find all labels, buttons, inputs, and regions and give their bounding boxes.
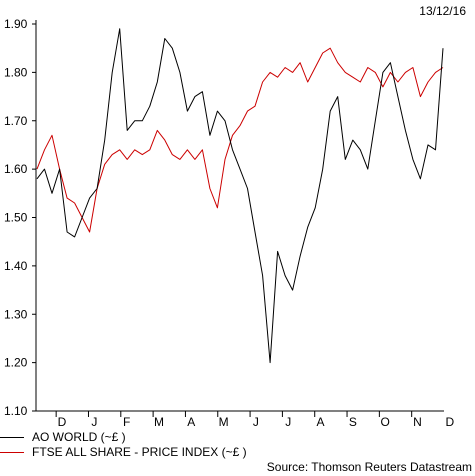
- legend-item-ftse: FTSE ALL SHARE - PRICE INDEX (~£ ): [0, 445, 247, 459]
- x-tick-label: M: [154, 415, 164, 429]
- x-tick-label: M: [219, 415, 229, 429]
- y-tick-label: 1.50: [4, 211, 28, 225]
- x-tick-label: D: [58, 415, 67, 429]
- series-layer: [36, 28, 444, 364]
- y-tick-label: 1.40: [4, 259, 28, 273]
- x-tick-label: A: [187, 415, 195, 429]
- y-tick-label: 1.80: [4, 65, 28, 79]
- plot-frame: [35, 20, 444, 412]
- x-tick-label: N: [413, 415, 422, 429]
- source-note: Source: Thomson Reuters Datastream: [266, 460, 472, 474]
- legend-label-ftse: FTSE ALL SHARE - PRICE INDEX (~£ ): [32, 445, 247, 459]
- y-tick-label: 1.70: [4, 114, 28, 128]
- x-tick-label: J: [91, 415, 97, 429]
- y-tick-label: 1.20: [4, 356, 28, 370]
- y-tick-label: 1.10: [4, 404, 28, 418]
- legend-swatch-red: [0, 451, 24, 453]
- line-chart: 1.90 1.80 1.70 1.60 1.50 1.40 1.30 1.20 1.10 D J F…: [4, 17, 455, 429]
- x-tick-label: J: [253, 415, 259, 429]
- x-tick-label: O: [381, 415, 390, 429]
- x-tick-label: F: [123, 415, 130, 429]
- series-line-ao-world: [36, 28, 444, 364]
- y-tick-label: 1.90: [4, 17, 28, 31]
- legend-label-ao-world: AO WORLD (~£ ): [32, 430, 126, 444]
- x-tick-label: A: [317, 415, 325, 429]
- legend-item-ao-world: AO WORLD (~£ ): [0, 430, 126, 444]
- y-tick-label: 1.60: [4, 162, 28, 176]
- x-tick-label: S: [349, 415, 357, 429]
- series-line-ftse: [36, 47, 444, 233]
- chart-date: 13/12/16: [419, 4, 466, 18]
- y-tick-label: 1.30: [4, 307, 28, 321]
- x-tick-label: J: [285, 415, 291, 429]
- legend-swatch-black: [0, 436, 24, 438]
- x-tick-label: D: [446, 415, 455, 429]
- y-axis: 1.90 1.80 1.70 1.60 1.50 1.40 1.30 1.20 1.10: [4, 17, 36, 418]
